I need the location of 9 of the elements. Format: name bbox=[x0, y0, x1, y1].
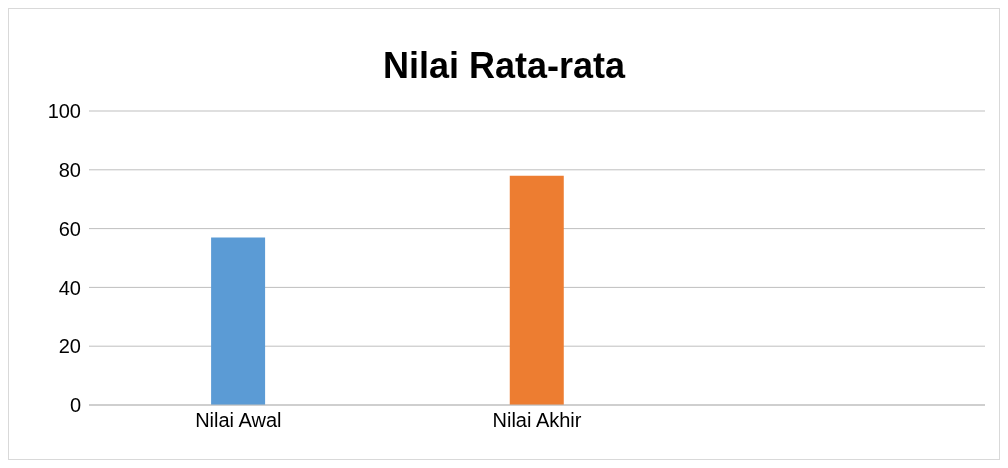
y-tick-label: 80 bbox=[58, 158, 81, 181]
y-tick-label: 40 bbox=[58, 276, 81, 299]
x-tick-label: Nilai Akhir bbox=[492, 409, 582, 432]
y-tick-label: 0 bbox=[69, 394, 81, 417]
x-tick-label: Nilai Awal bbox=[195, 409, 282, 432]
y-tick-label: 100 bbox=[47, 100, 81, 123]
y-tick-label: 60 bbox=[58, 217, 81, 240]
y-tick-label: 20 bbox=[58, 335, 81, 358]
chart-title: Nilai Rata-rata bbox=[381, 45, 627, 88]
